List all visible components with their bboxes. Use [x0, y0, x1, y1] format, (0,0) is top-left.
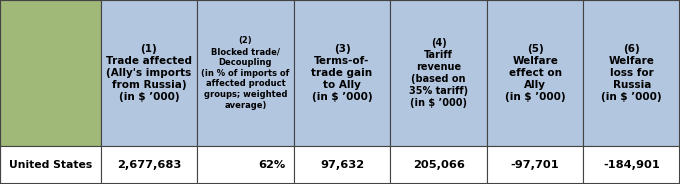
Bar — [583, 146, 680, 184]
Text: 205,066: 205,066 — [413, 160, 464, 170]
Text: (4)
Tariff
revenue
(based on
35% tariff)
(in $ ’000): (4) Tariff revenue (based on 35% tariff)… — [409, 38, 468, 108]
Text: -97,701: -97,701 — [511, 160, 560, 170]
Bar — [487, 146, 583, 184]
Text: (1)
Trade affected
(Ally's imports
from Russia)
(in $ ’000): (1) Trade affected (Ally's imports from … — [106, 44, 192, 102]
Text: (6)
Welfare
loss for
Russia
(in $ ’000): (6) Welfare loss for Russia (in $ ’000) — [601, 44, 662, 102]
Bar — [197, 146, 294, 184]
Bar — [294, 146, 390, 184]
Text: -184,901: -184,901 — [603, 160, 660, 170]
Text: (5)
Welfare
effect on
Ally
(in $ ’000): (5) Welfare effect on Ally (in $ ’000) — [505, 44, 566, 102]
Text: 2,677,683: 2,677,683 — [117, 160, 181, 170]
Text: (2)
Blocked trade/
Decoupling
(in % of imports of
affected product
groups; weigh: (2) Blocked trade/ Decoupling (in % of i… — [201, 36, 290, 110]
Bar — [0, 146, 101, 184]
Bar — [0, 0, 101, 146]
Bar — [390, 0, 487, 146]
Bar — [390, 146, 487, 184]
Bar — [101, 146, 197, 184]
Text: (3)
Terms-of-
trade gain
to Ally
(in $ ’000): (3) Terms-of- trade gain to Ally (in $ ’… — [311, 44, 373, 102]
Bar — [294, 0, 390, 146]
Bar — [583, 0, 680, 146]
Bar — [487, 0, 583, 146]
Text: United States: United States — [9, 160, 92, 170]
Text: 62%: 62% — [258, 160, 286, 170]
Text: 97,632: 97,632 — [320, 160, 364, 170]
Bar — [197, 0, 294, 146]
Bar — [101, 0, 197, 146]
